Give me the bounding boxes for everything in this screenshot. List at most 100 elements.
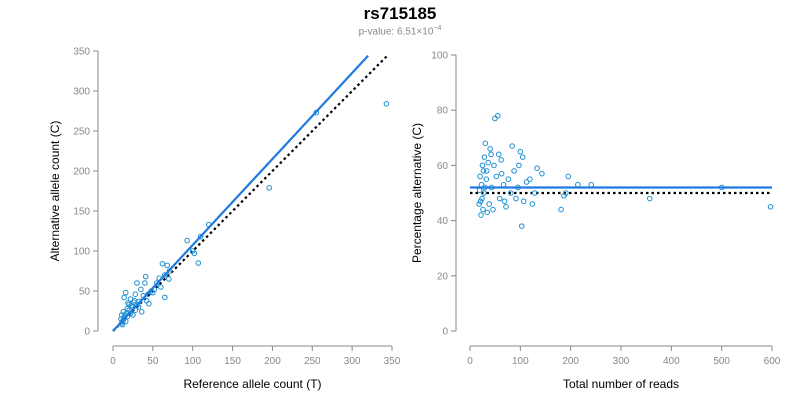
right-data-point (767, 204, 774, 210)
right-data-point (558, 206, 564, 213)
left-data-point (122, 318, 129, 325)
right-data-point (575, 181, 581, 188)
left-y-tick-label: 300 (73, 87, 90, 98)
left-data-point (134, 280, 140, 286)
right-data-point (523, 179, 530, 185)
right-data-point (490, 206, 496, 213)
right-data-point (507, 190, 514, 196)
left-x-tick-label: 0 (110, 356, 116, 367)
right-y-tick-label: 100 (431, 51, 448, 62)
left-data-point (120, 309, 127, 315)
right-data-point (561, 192, 567, 199)
right-y-tick-label: 80 (437, 106, 449, 117)
right-data-point (480, 168, 487, 174)
left-y-axis-title: Alternative allele count (C) (48, 121, 62, 262)
right-data-point (527, 176, 533, 182)
right-data-point (488, 151, 494, 158)
left-data-point (138, 309, 145, 315)
left-data-point (146, 301, 152, 307)
left-data-point (266, 185, 273, 191)
right-data-point (479, 162, 486, 169)
right-data-point (516, 162, 522, 169)
left-data-point (131, 297, 138, 304)
left-data-point (150, 289, 156, 296)
left-x-axis-title: Reference allele count (T) (183, 377, 321, 391)
right-data-point (498, 157, 504, 163)
right-data-point (520, 198, 527, 205)
right-data-point (477, 198, 484, 205)
right-x-axis-title: Total number of reads (563, 377, 679, 391)
right-data-point (483, 176, 490, 182)
left-data-point (130, 312, 136, 318)
left-data-point (162, 272, 168, 278)
right-data-point (492, 115, 498, 122)
right-data-point (498, 170, 505, 177)
right-x-tick-label: 200 (562, 356, 579, 367)
right-y-axis-title: Percentage alternative (C) (410, 123, 424, 263)
right-data-point (501, 198, 508, 205)
right-data-point (478, 212, 484, 218)
right-data-point (481, 190, 487, 196)
right-data-point (509, 143, 515, 149)
right-data-point (481, 154, 488, 160)
left-data-point (138, 286, 144, 293)
right-data-point (500, 181, 507, 188)
right-data-point (482, 140, 489, 147)
right-data-point (519, 154, 526, 160)
right-data-point (518, 223, 525, 229)
right-data-point (487, 146, 493, 152)
right-data-point (534, 165, 540, 171)
right-data-point (479, 195, 485, 202)
left-data-point (118, 312, 125, 318)
left-fit-line (112, 55, 369, 332)
left-x-tick-label: 250 (304, 356, 321, 367)
left-data-point (121, 294, 127, 301)
right-data-point (483, 168, 490, 174)
right-y-tick-label: 60 (437, 161, 449, 172)
left-data-point (197, 233, 204, 240)
left-data-point (125, 300, 131, 306)
right-data-point (588, 181, 595, 188)
right-data-point (495, 112, 501, 119)
left-data-point (142, 280, 148, 286)
left-data-point (191, 250, 198, 257)
right-data-point (531, 190, 538, 196)
right-data-point (517, 148, 524, 155)
right-data-point (477, 173, 483, 180)
right-data-point (491, 162, 497, 169)
left-data-point (195, 260, 202, 266)
left-y-tick-label: 100 (73, 247, 90, 258)
right-x-tick-label: 400 (663, 356, 680, 367)
right-data-point (480, 206, 486, 213)
left-reference-line (112, 54, 389, 332)
left-data-point (159, 261, 166, 267)
right-x-tick-label: 0 (467, 356, 473, 367)
right-y-tick-label: 0 (442, 327, 448, 338)
right-data-point (565, 173, 572, 180)
left-data-point (158, 284, 164, 290)
right-plot: 0 100 200 300 400 500 600 0 20 40 60 80 100 Total num… (410, 51, 781, 392)
right-data-point (496, 195, 503, 202)
right-data-point (485, 159, 492, 166)
left-x-tick-label: 50 (147, 356, 159, 367)
left-data-point (134, 302, 140, 309)
pvalue-exponent: −4 (433, 25, 442, 32)
left-data-point (164, 262, 171, 269)
left-data-point (132, 291, 139, 298)
left-y-tick-label: 0 (84, 327, 90, 338)
pvalue-subtitle: p-value: 6.51×10−4 (0, 25, 800, 37)
left-data-point (166, 276, 172, 282)
left-x-tick-label: 350 (384, 356, 401, 367)
left-data-point (184, 237, 190, 244)
left-x-tick-label: 100 (184, 356, 201, 367)
left-y-tick-label: 250 (73, 127, 90, 138)
right-data-point (484, 209, 491, 216)
right-data-point (476, 201, 482, 207)
left-x-tick-label: 300 (344, 356, 361, 367)
left-data-point (143, 297, 150, 304)
right-x-tick-label: 600 (764, 356, 781, 367)
right-data-point (486, 201, 492, 207)
right-y-tick-label: 40 (437, 216, 449, 227)
left-x-tick-label: 200 (264, 356, 281, 367)
